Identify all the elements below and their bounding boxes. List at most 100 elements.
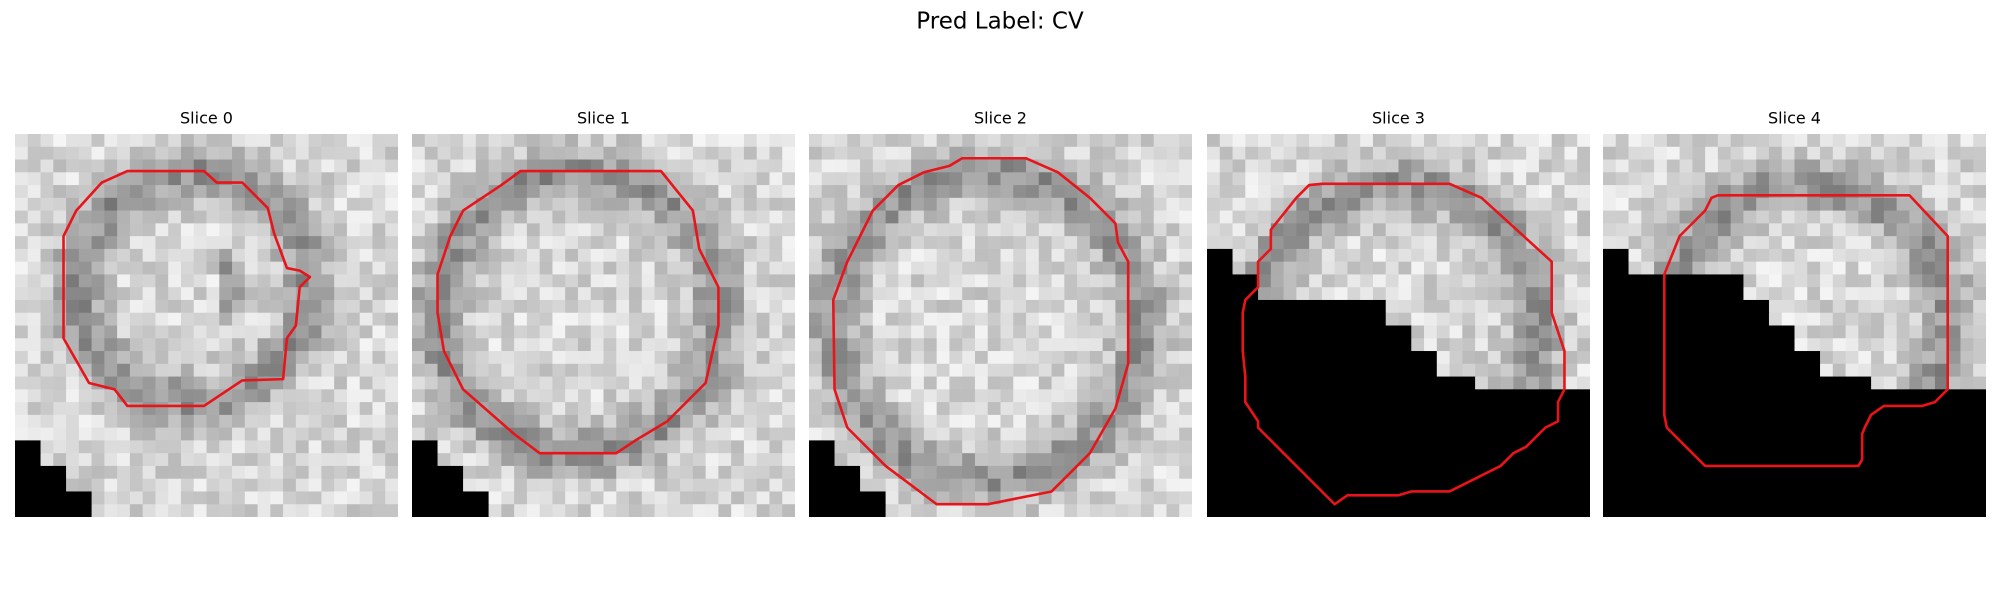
pixel (78, 414, 93, 429)
pixel (539, 248, 553, 263)
pixel (295, 440, 310, 454)
pixel (117, 248, 131, 263)
pixel (692, 274, 707, 288)
pixel (1179, 185, 1192, 199)
pixel (219, 185, 233, 199)
pixel (372, 491, 386, 505)
pixel (424, 465, 439, 480)
pixel (1666, 261, 1681, 275)
pixel (1666, 287, 1681, 301)
pixel (898, 325, 912, 339)
pixel (1730, 351, 1744, 365)
pixel (743, 478, 758, 492)
pixel (1845, 261, 1859, 275)
pixel (949, 185, 963, 199)
pixel (1603, 312, 1617, 327)
pixel (295, 172, 310, 186)
pixel (1424, 210, 1438, 224)
pixel (629, 172, 643, 186)
pixel (1934, 134, 1949, 148)
pixel (718, 248, 732, 263)
pixel (552, 325, 566, 339)
pixel (923, 197, 938, 212)
pixel (936, 299, 950, 314)
pixel (1577, 312, 1590, 327)
pixel (526, 146, 541, 161)
pixel (1679, 210, 1693, 224)
pixel (1219, 261, 1234, 275)
pixel (270, 159, 284, 173)
pixel (821, 465, 836, 480)
pixel (923, 363, 938, 378)
pixel (1705, 338, 1719, 352)
pixel (885, 389, 899, 403)
pixel (1245, 172, 1259, 186)
pixel (1641, 172, 1655, 186)
pixel (1679, 363, 1693, 378)
pixel (1245, 338, 1259, 352)
pixel (1026, 363, 1040, 378)
pixel (206, 504, 220, 517)
pixel (1372, 172, 1387, 186)
pixel (860, 351, 874, 365)
pixel (270, 312, 284, 327)
pixel (1347, 402, 1361, 416)
pixel (180, 236, 195, 250)
pixel (1845, 299, 1859, 314)
pixel (488, 146, 502, 161)
pixel (1845, 325, 1859, 339)
pixel (1551, 159, 1565, 173)
pixel (1513, 197, 1527, 212)
pixel (860, 376, 874, 390)
pixel (847, 134, 861, 148)
pixel (1526, 376, 1540, 390)
pixel (1883, 453, 1898, 467)
pixel (257, 325, 271, 339)
pixel (1832, 287, 1847, 301)
pixel (321, 414, 335, 429)
pixel (1603, 414, 1617, 429)
pixel (232, 440, 246, 454)
pixel (692, 478, 707, 492)
pixel (898, 236, 912, 250)
pixel (526, 325, 541, 339)
pixel (821, 274, 836, 288)
pixel (1768, 453, 1783, 467)
pixel (1385, 427, 1400, 441)
pixel (308, 325, 322, 339)
pixel (1513, 453, 1527, 467)
pixel (1089, 159, 1104, 173)
pixel (834, 197, 848, 212)
pixel (308, 159, 322, 173)
pixel (359, 172, 373, 186)
pixel (1372, 376, 1387, 390)
pixel (1564, 325, 1578, 339)
pixel (1820, 299, 1834, 314)
pixel (1654, 491, 1668, 505)
pixel (155, 389, 169, 403)
pixel (1398, 299, 1412, 314)
pixel (667, 312, 681, 327)
pixel (1973, 478, 1986, 492)
pixel (782, 325, 795, 339)
pixel (603, 146, 617, 161)
pixel (565, 146, 579, 161)
pixel (1756, 197, 1770, 212)
pixel (1475, 389, 1489, 403)
pixel (539, 159, 553, 173)
pixel (1551, 185, 1565, 199)
pixel (1219, 338, 1234, 352)
pixel (1692, 363, 1706, 378)
pixel (1398, 274, 1412, 288)
pixel (1820, 376, 1834, 390)
pixel (346, 363, 361, 378)
pixel (1679, 414, 1693, 429)
pixel (1705, 312, 1719, 327)
pixel (168, 159, 182, 173)
pixel (1794, 491, 1808, 505)
pixel (219, 248, 233, 263)
pixel (463, 376, 477, 390)
pixel (667, 414, 681, 429)
pixel (1077, 478, 1091, 492)
pixel (974, 210, 989, 224)
